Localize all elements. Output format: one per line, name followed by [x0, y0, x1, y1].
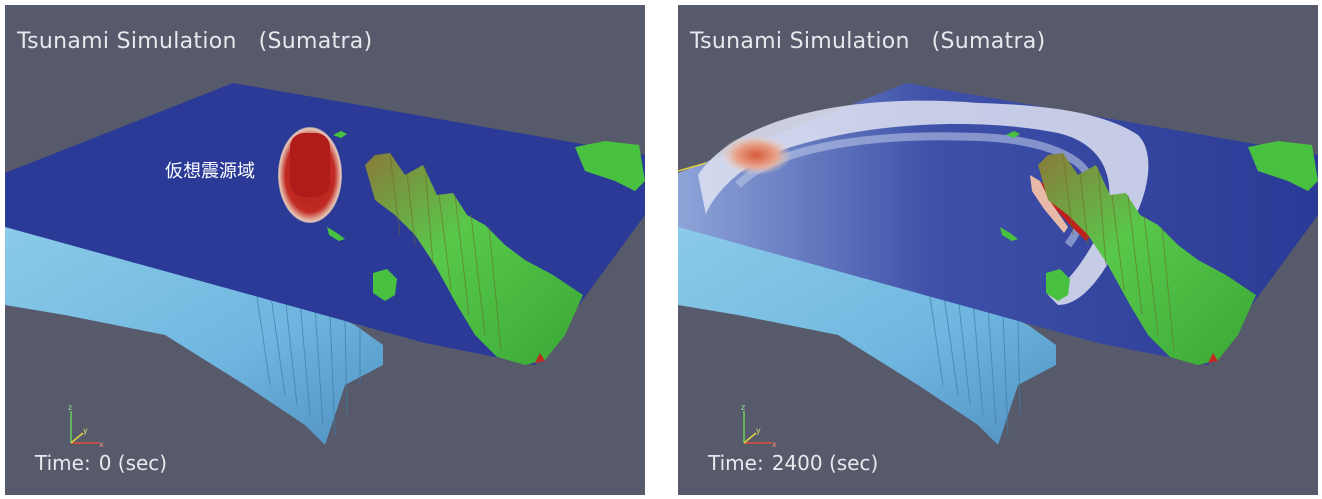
sumatra-landmass	[1038, 153, 1256, 365]
sumatra-ridges	[1062, 154, 1175, 351]
axes-orientation-gizmo: z y x	[68, 403, 104, 449]
island-small-3	[1046, 269, 1070, 301]
source-region-core	[290, 133, 330, 197]
time-label: Time:	[35, 451, 91, 475]
time-value: 0 (sec)	[98, 451, 168, 475]
axis-z-label: z	[741, 403, 745, 412]
axes-orientation-gizmo: z y x	[741, 403, 777, 449]
wave-amplitude-high	[720, 135, 792, 175]
land-edge-marker	[535, 353, 545, 363]
seafloor-cliff	[254, 282, 361, 436]
seafloor-terrain	[5, 223, 383, 445]
simulation-title: Tsunami Simulation (Sumatra)	[690, 29, 1046, 54]
tsunami-scene-t0	[5, 83, 645, 445]
simulation-panel-t0: Tsunami Simulation (Sumatra) 仮想震源域 z y x…	[5, 5, 645, 495]
island-small-1	[333, 131, 347, 138]
island-small-2	[1000, 227, 1018, 241]
island-small-1	[1006, 131, 1020, 138]
island-far-right	[575, 141, 645, 191]
sumatra-ridges	[389, 154, 502, 351]
tsunami-wavefront	[698, 100, 1149, 305]
land-edge-marker	[1208, 353, 1218, 363]
simulation-title: Tsunami Simulation (Sumatra)	[17, 29, 373, 54]
axis-x-label: x	[99, 440, 104, 449]
domain-edge-marker	[678, 162, 707, 172]
time-readout: Time: 0 (sec)	[35, 451, 167, 475]
island-small-2	[327, 227, 345, 241]
seafloor-terrain	[678, 223, 1056, 445]
axis-y-label: y	[83, 426, 88, 435]
simulation-panel-t2400: Tsunami Simulation (Sumatra) z y x Time:…	[678, 5, 1318, 495]
axis-z-label: z	[68, 403, 72, 412]
island-small-3	[373, 269, 397, 301]
axis-y-label: y	[756, 426, 761, 435]
source-region-label: 仮想震源域	[165, 161, 255, 182]
tsunami-scene-t2400	[678, 83, 1318, 445]
wave-coastal-edge	[1030, 175, 1068, 233]
sumatra-landmass	[365, 153, 583, 365]
axis-x-label: x	[772, 440, 777, 449]
time-value: 2400 (sec)	[771, 451, 879, 475]
seafloor-cliff	[927, 282, 1021, 436]
island-far-right	[1248, 141, 1318, 191]
time-label: Time:	[708, 451, 764, 475]
time-readout: Time: 2400 (sec)	[708, 451, 878, 475]
